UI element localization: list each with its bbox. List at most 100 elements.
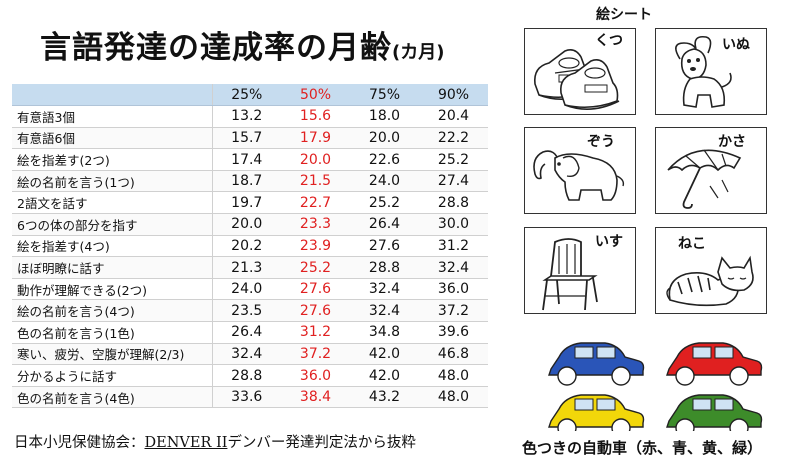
row-value-p90: 37.2 xyxy=(419,299,488,323)
row-value-p90: 46.8 xyxy=(419,343,488,366)
row-value-p90: 48.0 xyxy=(419,364,488,387)
row-value-p90: 32.4 xyxy=(419,256,488,279)
header-p50: 50% xyxy=(281,84,350,107)
row-item-label: 絵を指差す(4つ) xyxy=(12,235,213,258)
row-value-p50: 31.2 xyxy=(281,321,350,344)
table-row: 有意語3個 13.2 15.6 18.0 20.4 xyxy=(12,105,488,128)
row-value-p90: 22.2 xyxy=(419,127,488,150)
header-p25: 25% xyxy=(212,84,281,107)
row-value-p90: 25.2 xyxy=(419,148,488,171)
table-row: ほぼ明瞭に話す 21.3 25.2 28.8 32.4 xyxy=(12,256,488,279)
row-value-p50: 36.0 xyxy=(281,364,350,387)
source-test: DENVER II xyxy=(144,435,228,451)
card-label-umbrella: かさ xyxy=(718,134,746,150)
row-value-p25: 23.5 xyxy=(212,299,281,323)
row-value-p75: 32.4 xyxy=(350,299,419,323)
cars-caption: 色つきの自動車（赤、青、黄、緑） xyxy=(522,439,763,457)
table-row: 色の名前を言う(1色) 26.4 31.2 34.8 39.6 xyxy=(12,321,488,344)
umbrella-icon xyxy=(667,149,742,209)
car-icon-yellow xyxy=(548,394,645,431)
row-value-p50: 20.0 xyxy=(281,148,350,171)
row-value-p25: 24.0 xyxy=(212,278,281,301)
table-row: 有意語6個 15.7 17.9 20.0 22.2 xyxy=(12,127,488,150)
row-value-p25: 13.2 xyxy=(212,105,281,128)
row-item-label: 2語文を話す xyxy=(12,191,213,215)
row-value-p90: 39.6 xyxy=(419,321,488,344)
row-value-p50: 27.6 xyxy=(281,278,350,301)
row-value-p75: 42.0 xyxy=(350,364,419,387)
shoes-icon xyxy=(533,49,620,110)
title-main: 言語発達の達成率の月齢 xyxy=(40,30,392,66)
row-item-label: 有意語3個 xyxy=(12,105,213,128)
card-label-chair: いす xyxy=(595,234,623,250)
row-value-p90: 30.0 xyxy=(419,213,488,236)
row-value-p50: 17.9 xyxy=(281,127,350,150)
row-value-p50: 27.6 xyxy=(281,299,350,323)
row-item-label: 絵の名前を言う(4つ) xyxy=(12,299,213,323)
row-value-p75: 28.8 xyxy=(350,256,419,279)
row-item-label: 動作が理解できる(2つ) xyxy=(12,278,213,301)
card-umbrella: かさ xyxy=(655,127,767,214)
row-value-p90: 48.0 xyxy=(419,386,488,409)
card-cat: ねこ xyxy=(655,227,767,314)
chair-icon xyxy=(542,238,598,311)
table-row: 寒い、疲労、空腹が理解(2/3) 32.4 37.2 42.0 46.8 xyxy=(12,343,488,366)
table-row: 6つの体の部分を指す 20.0 23.3 26.4 30.0 xyxy=(12,213,488,236)
cat-icon xyxy=(666,255,754,307)
row-value-p75: 34.8 xyxy=(350,321,419,344)
source-rest: デンバー発達判定法から抜粋 xyxy=(227,435,416,451)
row-value-p75: 22.6 xyxy=(350,148,419,171)
row-item-label: 6つの体の部分を指す xyxy=(12,213,213,236)
table-row: 2語文を話す 19.7 22.7 25.2 28.8 xyxy=(12,191,488,215)
row-value-p50: 37.2 xyxy=(281,343,350,366)
row-value-p90: 28.8 xyxy=(419,191,488,215)
row-value-p25: 15.7 xyxy=(212,127,281,150)
row-item-label: 絵の名前を言う(1つ) xyxy=(12,170,213,193)
table-row: 絵の名前を言う(1つ) 18.7 21.5 24.0 27.4 xyxy=(12,170,488,193)
row-value-p90: 27.4 xyxy=(419,170,488,193)
card-label-elephant: ぞう xyxy=(587,134,615,150)
source-org: 日本小児保健協会： xyxy=(14,435,145,451)
row-value-p90: 20.4 xyxy=(419,105,488,128)
row-item-label: 有意語6個 xyxy=(12,127,213,150)
row-item-label: 分かるように話す xyxy=(12,364,213,387)
row-value-p75: 18.0 xyxy=(350,105,419,128)
row-item-label: 色の名前を言う(1色) xyxy=(12,321,213,344)
card-label-dog: いぬ xyxy=(722,37,750,53)
row-item-label: ほぼ明瞭に話す xyxy=(12,256,213,279)
row-value-p25: 32.4 xyxy=(212,343,281,366)
picture-sheet-title: 絵シート xyxy=(596,7,652,23)
row-value-p75: 24.0 xyxy=(350,170,419,193)
table-row: 絵を指差す(4つ) 20.2 23.9 27.6 31.2 xyxy=(12,235,488,258)
row-value-p75: 32.4 xyxy=(350,278,419,301)
card-label-shoes: くつ xyxy=(595,33,623,49)
car-icon-blue xyxy=(548,342,645,386)
row-value-p25: 20.2 xyxy=(212,235,281,258)
row-value-p25: 17.4 xyxy=(212,148,281,171)
row-value-p50: 21.5 xyxy=(281,170,350,193)
car-icon-green xyxy=(666,394,763,431)
row-value-p50: 22.7 xyxy=(281,191,350,215)
colored-cars xyxy=(548,342,763,431)
table-row: 絵の名前を言う(4つ) 23.5 27.6 32.4 37.2 xyxy=(12,299,488,323)
card-shoes: くつ xyxy=(524,28,636,115)
car-icon-red xyxy=(666,342,763,386)
row-value-p90: 31.2 xyxy=(419,235,488,258)
table-row: 絵を指差す(2つ) 17.4 20.0 22.6 25.2 xyxy=(12,148,488,171)
card-chair: いす xyxy=(524,227,636,314)
row-value-p75: 43.2 xyxy=(350,386,419,409)
dog-icon xyxy=(675,35,732,108)
row-value-p25: 21.3 xyxy=(212,256,281,279)
row-value-p75: 20.0 xyxy=(350,127,419,150)
header-item xyxy=(12,84,213,107)
row-item-label: 絵を指差す(2つ) xyxy=(12,148,213,171)
row-value-p75: 27.6 xyxy=(350,235,419,258)
row-value-p25: 19.7 xyxy=(212,191,281,215)
row-value-p75: 42.0 xyxy=(350,343,419,366)
card-elephant: ぞう xyxy=(524,127,636,214)
row-value-p75: 25.2 xyxy=(350,191,419,215)
header-p75: 75% xyxy=(350,84,419,107)
title-unit: (カ月) xyxy=(392,42,445,63)
elephant-icon xyxy=(533,150,625,201)
table-row: 分かるように話す 28.8 36.0 42.0 48.0 xyxy=(12,364,488,387)
